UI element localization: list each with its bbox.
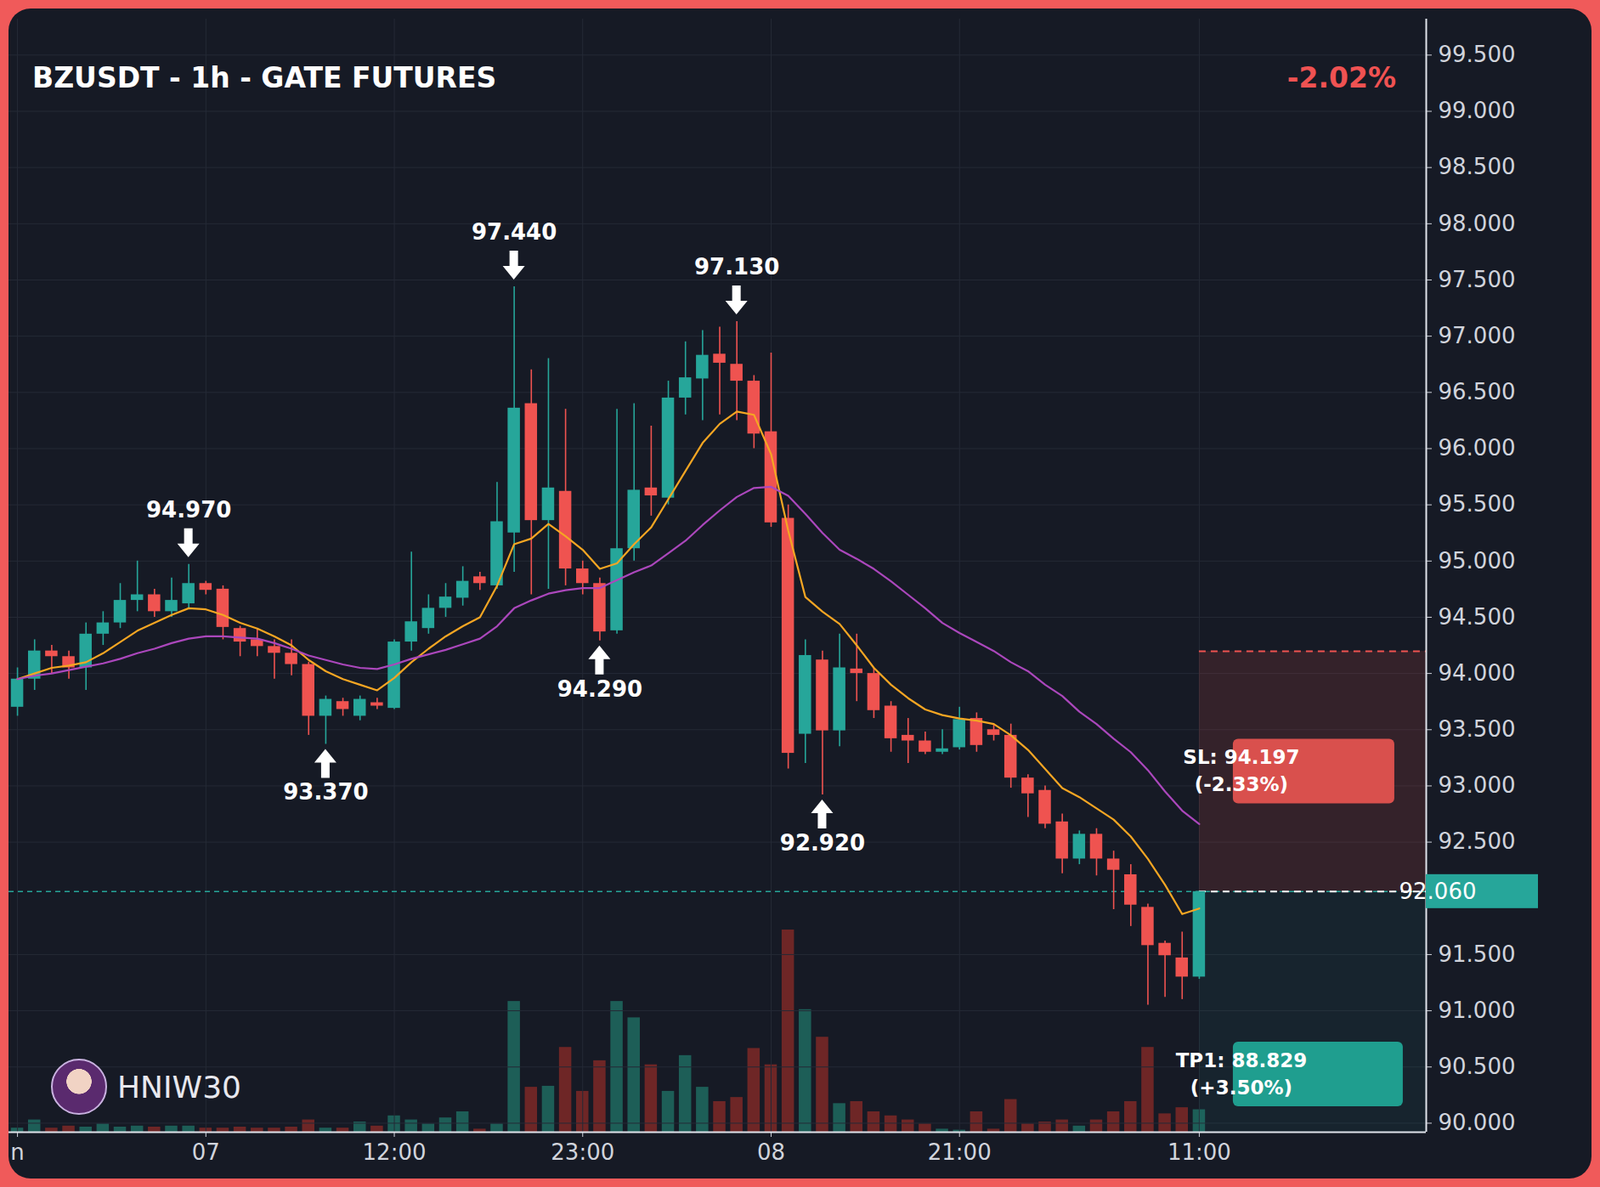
svg-text:97.000: 97.000: [1438, 322, 1516, 349]
svg-text:91.500: 91.500: [1438, 941, 1516, 967]
svg-text:21:00: 21:00: [927, 1139, 992, 1165]
svg-text:90.000: 90.000: [1438, 1109, 1516, 1136]
html-text:HNIW30: HNIW30: [117, 1069, 242, 1105]
svg-text:92.920: 92.920: [780, 830, 866, 856]
svg-text:08: 08: [757, 1139, 786, 1165]
svg-text:11:00: 11:00: [1167, 1139, 1232, 1165]
svg-text:97.500: 97.500: [1438, 266, 1516, 293]
svg-text:97.130: 97.130: [694, 254, 780, 280]
svg-text:99.500: 99.500: [1438, 41, 1516, 68]
svg-text:95.500: 95.500: [1438, 491, 1516, 517]
svg-text:12:00: 12:00: [362, 1139, 427, 1165]
svg-text:92.500: 92.500: [1438, 828, 1516, 854]
svg-text:23:00: 23:00: [550, 1139, 615, 1165]
svg-text:93.370: 93.370: [282, 779, 368, 805]
svg-text:98.000: 98.000: [1438, 210, 1516, 237]
svg-text:97.440: 97.440: [471, 219, 557, 245]
svg-text:SL: 94.197: SL: 94.197: [1182, 746, 1300, 769]
svg-text:n: n: [10, 1139, 24, 1165]
svg-text:TP1: 88.829: TP1: 88.829: [1175, 1049, 1308, 1072]
html-text:BZUSDT - 1h - GATE FUTURES: BZUSDT - 1h - GATE FUTURES: [32, 61, 497, 95]
svg-text:94.970: 94.970: [146, 497, 232, 523]
svg-text:98.500: 98.500: [1438, 153, 1516, 180]
svg-text:90.500: 90.500: [1438, 1053, 1516, 1080]
svg-text:94.290: 94.290: [557, 676, 643, 702]
svg-text:91.000: 91.000: [1438, 997, 1516, 1024]
svg-text:96.000: 96.000: [1438, 435, 1516, 461]
svg-text:93.000: 93.000: [1438, 772, 1516, 798]
svg-text:92.060: 92.060: [1399, 878, 1477, 905]
svg-text:07: 07: [192, 1139, 221, 1165]
svg-text:94.500: 94.500: [1438, 604, 1516, 630]
svg-text:95.000: 95.000: [1438, 548, 1516, 574]
svg-text:99.000: 99.000: [1438, 97, 1516, 124]
svg-text:(-2.33%): (-2.33%): [1194, 773, 1289, 796]
svg-text:96.500: 96.500: [1438, 378, 1516, 405]
html-text:-2.02%: -2.02%: [1287, 61, 1397, 95]
svg-text:94.000: 94.000: [1438, 660, 1516, 686]
svg-text:(+3.50%): (+3.50%): [1190, 1076, 1293, 1099]
svg-text:93.500: 93.500: [1438, 716, 1516, 742]
